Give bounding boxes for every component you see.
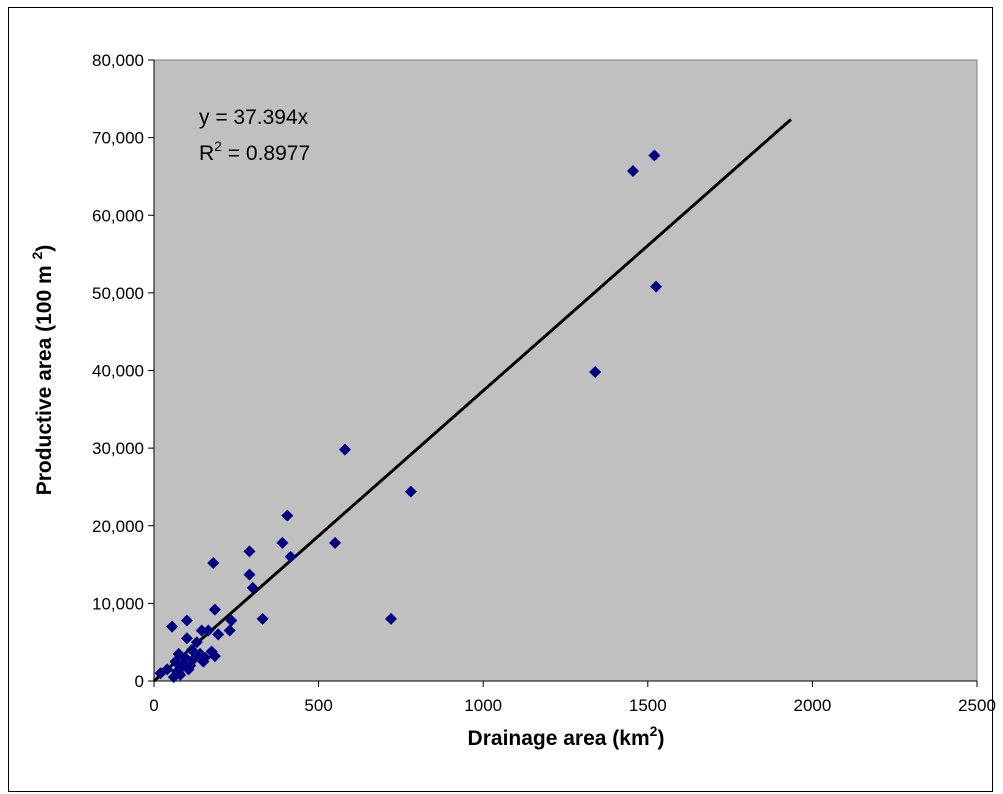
data-point: [179, 651, 192, 664]
x-axis-title-end: ): [657, 727, 664, 750]
x-axis-title-text: Drainage area (km: [468, 727, 650, 750]
data-point: [243, 568, 256, 581]
data-point: [208, 650, 221, 663]
data-point: [185, 643, 198, 656]
y-tick-label: 40,000: [92, 362, 144, 381]
y-tick-label: 20,000: [92, 517, 144, 536]
data-point: [180, 614, 193, 627]
y-axis: 0 10,000 20,000 30,000 40,000 50,000 60,000 70,…: [92, 51, 154, 691]
data-point: [174, 668, 187, 681]
data-point: [223, 624, 236, 637]
r-squared-label: R2 = 0.8977: [199, 138, 310, 165]
y-axis-title: Productive area (100 m 2): [29, 245, 56, 496]
r2-superscript: 2: [214, 138, 222, 154]
data-point: [626, 165, 639, 178]
data-point: [202, 624, 215, 637]
data-point: [180, 632, 193, 645]
y-axis-title-text: Productive area (100 m: [33, 260, 56, 496]
data-point: [166, 620, 179, 633]
data-point: [225, 614, 238, 627]
data-point: [589, 366, 602, 379]
data-point: [161, 663, 174, 676]
y-axis-title-sup: 2: [29, 252, 45, 260]
x-tick-label: 0: [149, 696, 158, 715]
data-point: [208, 603, 221, 616]
x-axis-title: Drainage area (km2): [468, 723, 665, 750]
data-point: [276, 536, 289, 549]
data-point: [338, 443, 351, 456]
x-tick-label: 500: [304, 696, 332, 715]
data-point: [246, 581, 259, 594]
y-tick-label: 50,000: [92, 284, 144, 303]
data-point: [404, 485, 417, 498]
data-point: [212, 628, 225, 641]
data-point: [243, 545, 256, 558]
y-tick-label: 30,000: [92, 439, 144, 458]
y-tick-label: 80,000: [92, 51, 144, 70]
data-points: [154, 149, 663, 684]
x-tick-label: 1000: [464, 696, 502, 715]
x-tick-label: 2500: [958, 696, 996, 715]
data-point: [199, 651, 212, 664]
data-point: [284, 550, 297, 563]
data-point: [195, 624, 208, 637]
data-point: [187, 653, 200, 666]
y-axis-title-end: ): [33, 245, 56, 252]
y-tick-label: 60,000: [92, 206, 144, 225]
y-tick-label: 0: [135, 672, 144, 691]
data-point: [648, 149, 661, 162]
data-point: [207, 557, 220, 570]
data-point: [190, 636, 203, 649]
r2-prefix: R: [199, 142, 214, 165]
x-tick-label: 2000: [793, 696, 831, 715]
x-axis-title-sup: 2: [650, 723, 658, 739]
plot-area: [153, 59, 978, 682]
y-tick-label: 70,000: [92, 129, 144, 148]
r2-value: = 0.8977: [222, 142, 310, 165]
data-point: [650, 280, 663, 293]
x-tick-label: 1500: [629, 696, 667, 715]
trendline: [153, 118, 792, 683]
y-tick-label: 10,000: [92, 594, 144, 613]
data-point: [281, 509, 294, 522]
data-point: [329, 536, 342, 549]
x-axis: 0 500 1000 1500 2000 2500: [149, 681, 996, 715]
trendline-equation: y = 37.394x: [199, 106, 309, 129]
data-point: [385, 612, 398, 625]
data-point: [256, 612, 269, 625]
